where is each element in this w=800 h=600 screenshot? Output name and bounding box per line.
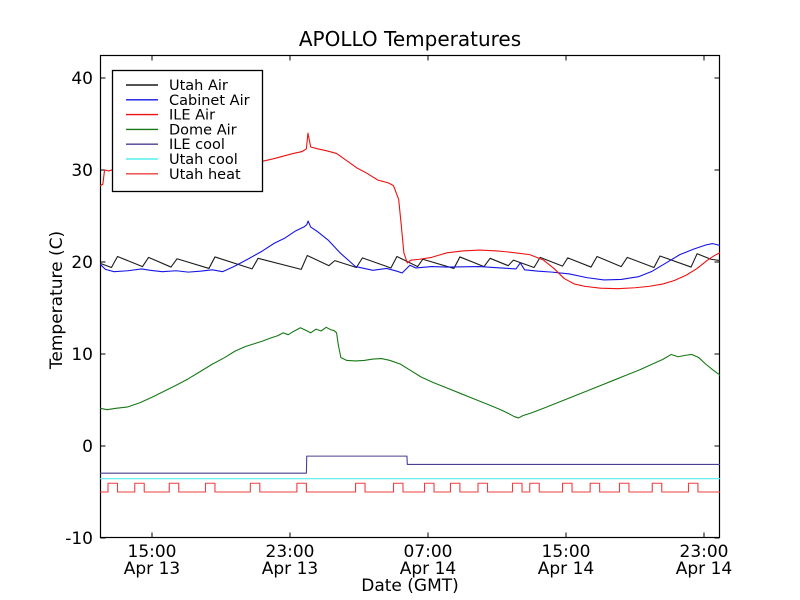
series-utah-heat	[100, 482, 720, 493]
legend-label-ile-air: ILE Air	[169, 108, 215, 124]
y-tick-label: 10	[71, 345, 93, 365]
x-tick-label-date: Apr 14	[538, 559, 594, 579]
y-tick-label: 40	[71, 69, 93, 89]
x-tick-label-time: 15:00	[128, 542, 177, 562]
y-axis-label: Temperature (C)	[47, 231, 67, 370]
legend-label-utah-cool: Utah cool	[169, 152, 238, 168]
legend-label-dome-air: Dome Air	[169, 122, 237, 138]
legend-item-utah-heat: Utah heat	[126, 167, 241, 183]
x-tick-label-time: 07:00	[404, 542, 453, 562]
legend-label-cabinet-air: Cabinet Air	[169, 93, 250, 109]
y-tick-label: 0	[82, 437, 93, 457]
x-tick-label-date: Apr 14	[676, 559, 732, 579]
series-utah-air	[100, 253, 720, 270]
legend-item-cabinet-air: Cabinet Air	[126, 93, 250, 109]
legend-box	[111, 69, 264, 193]
legend-label-utah-air: Utah Air	[169, 78, 228, 94]
legend-label-utah-heat: Utah heat	[169, 167, 241, 183]
x-tick-label-time: 23:00	[680, 542, 729, 562]
x-tick-label-time: 23:00	[266, 542, 315, 562]
legend-item-ile-cool: ILE cool	[126, 137, 225, 153]
y-tick-label: 30	[71, 161, 93, 181]
legend-item-ile-air: ILE Air	[126, 108, 215, 124]
chart-title: APOLLO Temperatures	[299, 27, 521, 51]
x-tick-label-date: Apr 13	[262, 559, 318, 579]
series-dome-air	[100, 326, 720, 419]
x-tick-label-time: 15:00	[542, 542, 591, 562]
x-tick-label-date: Apr 14	[400, 559, 456, 579]
series-ile-cool	[100, 455, 720, 474]
x-axis-label: Date (GMT)	[361, 576, 459, 596]
plot-frame-group	[99, 54, 721, 539]
series-cabinet-air	[100, 220, 720, 281]
legend-label-ile-cool: ILE cool	[169, 137, 225, 153]
y-tick-label: -10	[65, 529, 93, 549]
plot-frame	[99, 54, 721, 539]
x-tick-label-date: Apr 13	[124, 559, 180, 579]
legend-item-utah-air: Utah Air	[126, 78, 228, 94]
legend-item-utah-cool: Utah cool	[126, 152, 238, 168]
legend-item-dome-air: Dome Air	[126, 122, 237, 138]
series-group	[100, 132, 720, 493]
y-tick-label: 20	[71, 253, 93, 273]
